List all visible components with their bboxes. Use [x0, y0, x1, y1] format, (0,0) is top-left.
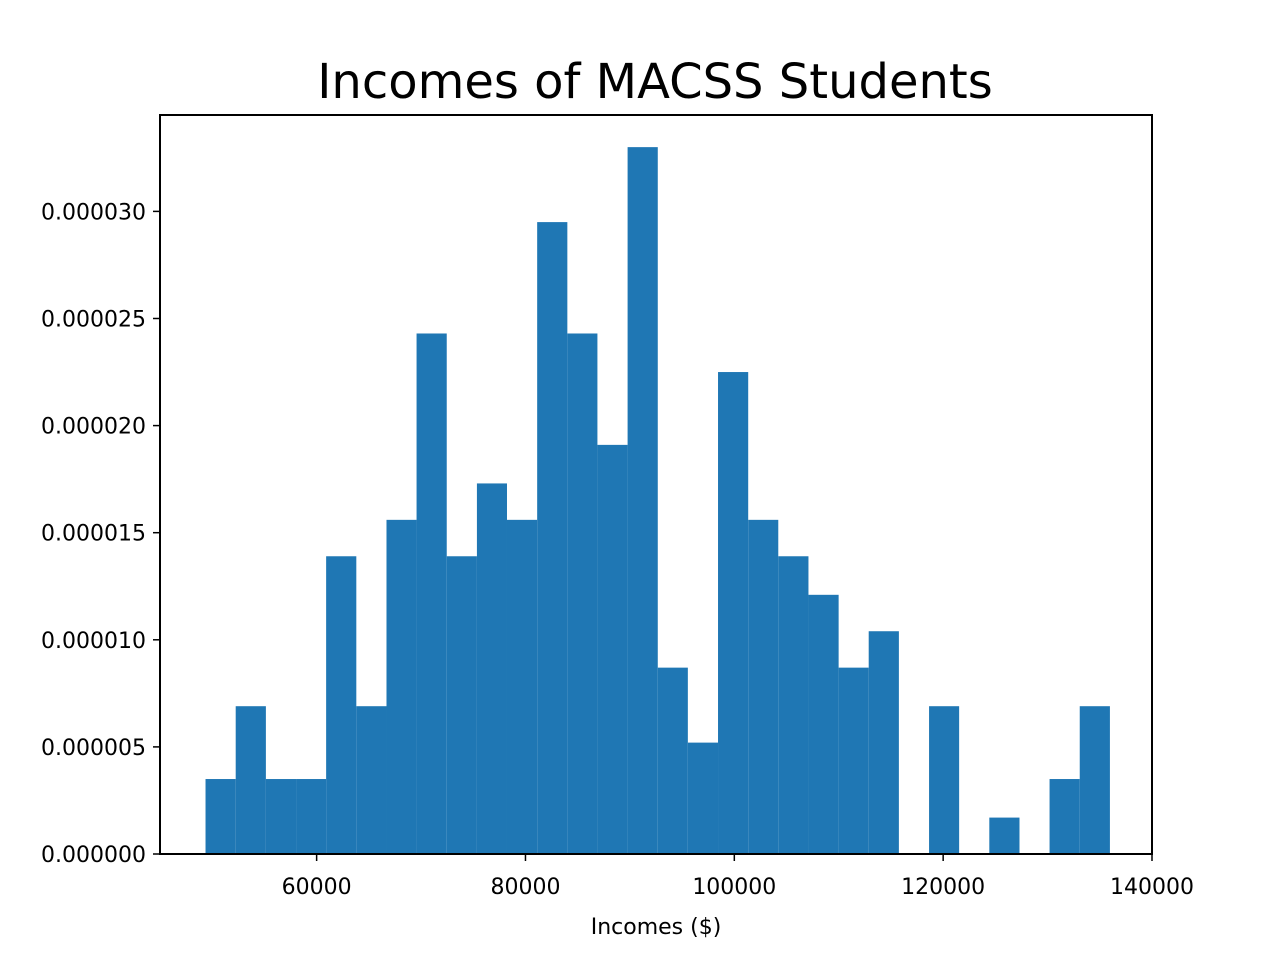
histogram-bar-11 [537, 222, 568, 855]
histogram-bar-28 [1049, 779, 1080, 854]
histogram-bar-17 [718, 372, 749, 854]
histogram-bar-8 [446, 556, 477, 854]
y-tick-label-3: 0.000015 [41, 522, 146, 547]
histogram-bar-1 [235, 706, 266, 854]
y-axis: 0.000000 0.000005 0.000010 0.000015 0.000020… [41, 200, 160, 868]
histogram-bar-7 [416, 333, 447, 855]
y-tick-label-5: 0.000025 [41, 307, 146, 332]
histogram-bar-16 [687, 742, 719, 854]
y-tick-label-1: 0.000005 [41, 736, 146, 761]
histogram-bar-18 [748, 519, 779, 854]
x-tick-label-4: 140000 [1110, 875, 1194, 900]
histogram-bar-10 [506, 519, 538, 854]
histogram-bar-24 [929, 706, 960, 854]
histogram-bar-20 [808, 594, 839, 854]
histogram-bar-3 [296, 779, 327, 854]
x-axis: 60000 80000 100000 120000 140000 [282, 854, 1194, 900]
x-tick-label-2: 100000 [692, 875, 776, 900]
histogram-bar-12 [567, 333, 598, 855]
y-tick-label-6: 0.000030 [41, 200, 146, 225]
histogram-bar-26 [989, 817, 1020, 854]
histogram-bar-2 [265, 779, 297, 854]
histogram-bar-14 [627, 147, 658, 854]
y-tick-label-0: 0.000000 [41, 843, 146, 868]
x-tick-label-0: 60000 [282, 875, 352, 900]
histogram-bar-21 [838, 667, 869, 854]
histogram-bar-6 [386, 519, 417, 854]
histogram-bar-4 [326, 556, 357, 854]
histogram-bar-5 [356, 706, 387, 854]
histogram-bar-13 [597, 444, 628, 854]
bars-layer [205, 147, 1110, 855]
y-tick-label-2: 0.000010 [41, 629, 146, 654]
x-tick-label-3: 120000 [901, 875, 985, 900]
chart-title: Incomes of MACSS Students [317, 54, 993, 110]
histogram-bar-15 [657, 667, 688, 854]
y-tick-label-4: 0.000020 [41, 415, 146, 440]
x-axis-label: Incomes ($) [591, 915, 722, 940]
histogram-bar-9 [476, 483, 507, 854]
x-tick-label-1: 80000 [490, 875, 560, 900]
histogram-bar-19 [778, 556, 809, 854]
plot-frame [159, 114, 1153, 855]
histogram-bar-22 [868, 631, 899, 854]
histogram-bar-29 [1079, 706, 1110, 854]
histogram-bar-0 [205, 779, 236, 854]
